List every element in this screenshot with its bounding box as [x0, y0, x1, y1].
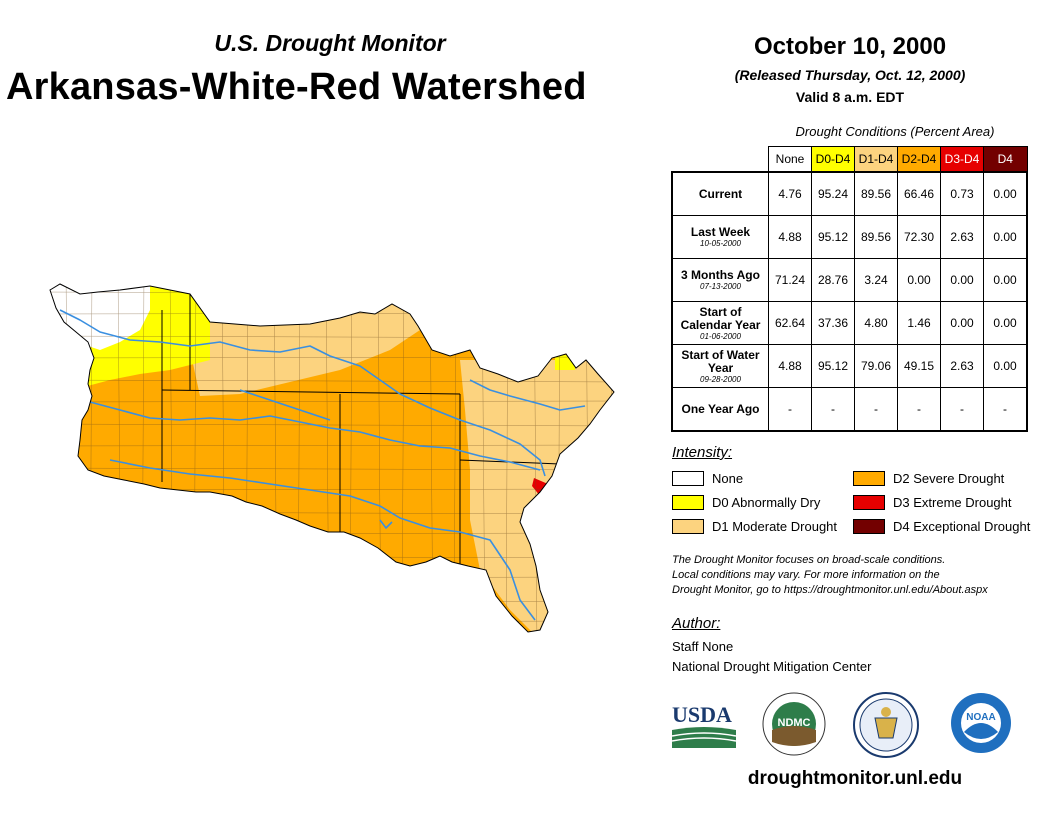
col-d2-d4: D2-D4 — [897, 146, 941, 173]
table-cell: 0.00 — [940, 301, 984, 345]
disclaimer-note: The Drought Monitor focuses on broad-sca… — [672, 554, 988, 596]
row-label: Start of Calendar Year 01-06-2000 — [671, 301, 769, 345]
usda-logo: USDA — [671, 702, 737, 748]
table-cell: 0.73 — [940, 171, 984, 216]
watershed-outline — [49, 283, 615, 633]
table-cell: 62.64 — [768, 301, 812, 345]
table-cell: 95.12 — [811, 215, 855, 259]
svg-text:NDMC: NDMC — [778, 717, 811, 729]
col-d3-d4: D3-D4 — [940, 146, 984, 173]
table-cell: 89.56 — [854, 171, 898, 216]
table-cell: 37.36 — [811, 301, 855, 345]
noaa-logo: NOAA — [951, 693, 1011, 753]
table-cell: 95.12 — [811, 344, 855, 388]
legend-swatch — [672, 494, 704, 510]
col-none: None — [768, 146, 812, 173]
table-cell: 0.00 — [983, 344, 1028, 388]
legend-swatch — [853, 494, 885, 510]
table-cell: 2.63 — [940, 215, 984, 259]
table-cell: - — [854, 387, 898, 432]
table-cell: 2.63 — [940, 344, 984, 388]
table-cell: - — [940, 387, 984, 432]
legend-item-none: None — [672, 468, 837, 488]
col-d4: D4 — [983, 146, 1028, 173]
row-label: Last Week 10-05-2000 — [671, 215, 769, 259]
table-cell: 0.00 — [983, 215, 1028, 259]
table-row: 3 Months Ago 07-13-2000 71.24 28.76 3.24 0.00… — [671, 258, 1028, 302]
row-label: 3 Months Ago 07-13-2000 — [671, 258, 769, 302]
website-url: droughtmonitor.unl.edu — [747, 768, 963, 789]
table-row: Start of Calendar Year 01-06-2000 62.64 37.… — [671, 301, 1028, 345]
d3-region-southwest — [164, 490, 218, 510]
legend-item-d0: D0 Abnormally Dry — [672, 492, 837, 512]
state-boundaries — [161, 290, 561, 570]
table-cell: - — [768, 387, 812, 432]
table-cell: 66.46 — [897, 171, 941, 216]
table-cell: 49.15 — [897, 344, 941, 388]
col-d1-d4: D1-D4 — [854, 146, 898, 173]
row-label: Current — [671, 171, 769, 216]
table-row: Last Week 10-05-2000 4.88 95.12 89.56 72.30 2.… — [671, 215, 1028, 259]
table-cell: 0.00 — [983, 171, 1028, 216]
author-org: National Drought Mitigation Center — [672, 659, 872, 674]
legend-title: Intensity: — [672, 444, 733, 461]
table-cell: 0.00 — [983, 258, 1028, 302]
table-cell: - — [897, 387, 941, 432]
table-row: One Year Ago - - - - - - — [671, 387, 1028, 432]
svg-text:NOAA: NOAA — [966, 712, 995, 723]
table-cell: 3.24 — [854, 258, 898, 302]
map-subtitle: U.S. Drought Monitor — [214, 30, 446, 56]
table-cell: 0.00 — [983, 301, 1028, 345]
legend-item-d1: D1 Moderate Drought — [672, 516, 837, 536]
svg-text:USDA: USDA — [672, 702, 732, 727]
drought-map — [49, 283, 615, 633]
table-cell: 71.24 — [768, 258, 812, 302]
legend-item-d4: D4 Exceptional Drought — [853, 516, 1030, 536]
ndmc-logo: NDMC — [762, 692, 826, 756]
author-heading: Author: — [672, 615, 721, 632]
table-cell: 4.80 — [854, 301, 898, 345]
author-info: Staff None National Drought Mitigation C… — [672, 637, 871, 677]
legend-item-d2: D2 Severe Drought — [853, 468, 1030, 488]
row-label: One Year Ago — [671, 387, 769, 432]
release-date: (Released Thursday, Oct. 12, 2000) — [734, 67, 966, 83]
drought-conditions-table: None D0-D4 D1-D4 D2-D4 D3-D4 D4 Current 4… — [671, 146, 1028, 432]
map-title: Arkansas-White-Red Watershed — [6, 66, 587, 108]
legend-swatch — [853, 470, 885, 486]
d1-region-east — [460, 360, 614, 632]
legend-item-d3: D3 Extreme Drought — [853, 492, 1030, 512]
table-cell: 4.88 — [768, 344, 812, 388]
table-cell: 72.30 — [897, 215, 941, 259]
table-cell: 4.88 — [768, 215, 812, 259]
legend-col-2: D2 Severe Drought D3 Extreme Drought D4 … — [853, 468, 1030, 536]
legend-col-1: None D0 Abnormally Dry D1 Moderate Droug… — [672, 468, 837, 536]
doc-seal-logo — [853, 692, 919, 758]
table-cell: 95.24 — [811, 171, 855, 216]
col-d0-d4: D0-D4 — [811, 146, 855, 173]
legend-swatch — [853, 518, 885, 534]
table-cell: 1.46 — [897, 301, 941, 345]
table-row: Start of Water Year 09-28-2000 4.88 95.12 79… — [671, 344, 1028, 388]
table-cell: 89.56 — [854, 215, 898, 259]
table-caption: Drought Conditions (Percent Area) — [795, 124, 995, 139]
table-cell: - — [983, 387, 1028, 432]
table-cell: 4.76 — [768, 171, 812, 216]
table-cell: 79.06 — [854, 344, 898, 388]
table-cell: - — [811, 387, 855, 432]
table-row: Current 4.76 95.24 89.56 66.46 0.73 0.00 — [671, 171, 1028, 216]
rivers — [59, 309, 586, 621]
map-date: October 10, 2000 — [753, 33, 947, 60]
legend-swatch — [672, 470, 704, 486]
table-cell: 0.00 — [897, 258, 941, 302]
row-label: Start of Water Year 09-28-2000 — [671, 344, 769, 388]
table-cell: 28.76 — [811, 258, 855, 302]
author-name: Staff None — [672, 639, 734, 654]
table-cell: 0.00 — [940, 258, 984, 302]
valid-time: Valid 8 a.m. EDT — [795, 89, 905, 105]
legend-swatch — [672, 518, 704, 534]
